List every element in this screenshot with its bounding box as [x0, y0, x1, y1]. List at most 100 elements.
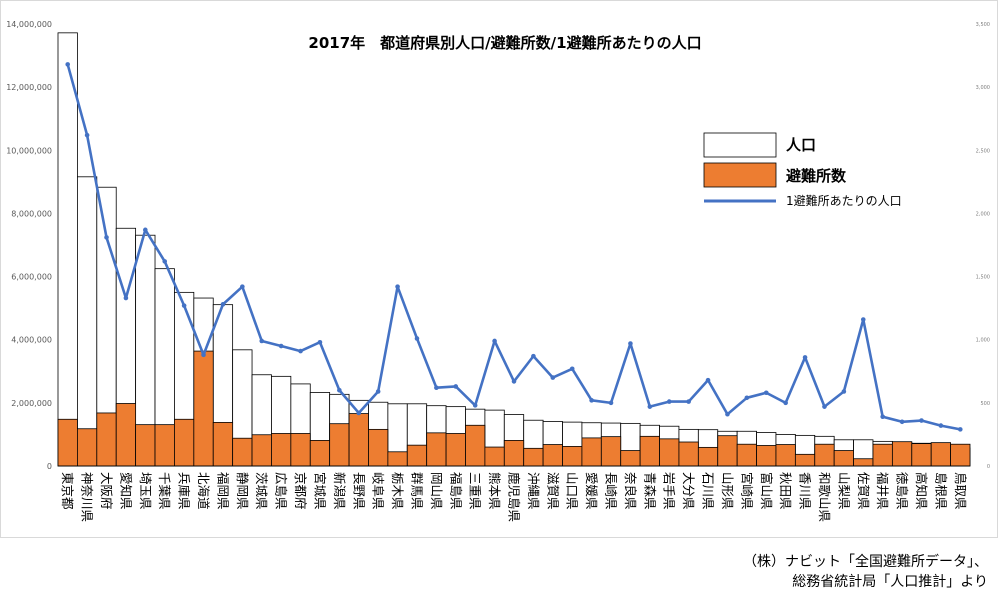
- per-shelter-point: [65, 62, 71, 67]
- category-label: 奈良県: [623, 472, 638, 510]
- left-tick-label: 2,000,000: [11, 399, 52, 408]
- category-label: 佐賀県: [856, 472, 871, 510]
- shelter-bar: [484, 446, 505, 467]
- shelter-bar: [154, 424, 175, 467]
- shelter-bar: [406, 444, 428, 467]
- left-axis: 0 2,000,000 4,000,000 6,000,000 8,000,000 10,…: [6, 20, 52, 471]
- per-shelter-point: [860, 317, 866, 322]
- category-label: 茨城県: [254, 472, 269, 510]
- bar-series: [57, 32, 971, 467]
- category-label: 大分県: [681, 472, 696, 510]
- per-shelter-point: [880, 414, 885, 420]
- right-tick-label: 1,500: [976, 275, 990, 281]
- shelter-bar: [814, 443, 835, 467]
- left-tick-label: 10,000,000: [6, 146, 52, 155]
- category-label: 神奈川県: [80, 472, 95, 522]
- shelter-bar: [736, 443, 757, 467]
- category-label: 長崎県: [604, 472, 619, 510]
- per-shelter-point: [278, 343, 284, 349]
- shelter-bar: [775, 444, 796, 467]
- per-shelter-point: [492, 338, 497, 344]
- left-tick-label: 8,000,000: [11, 209, 52, 218]
- chart-title: 2017年 都道府県別人口/避難所数/1避難所あたりの人口: [308, 34, 701, 52]
- source-line-2: 総務省統計局「人口推計」より: [792, 574, 988, 590]
- per-shelter-point: [356, 410, 362, 416]
- per-shelter-point: [414, 336, 420, 341]
- category-label: 青森県: [642, 472, 657, 510]
- per-shelter-point: [220, 302, 226, 307]
- category-label: 島根県: [933, 472, 948, 510]
- shelter-bar: [96, 412, 117, 467]
- category-label: 千葉県: [157, 472, 172, 510]
- per-shelter-point: [143, 227, 148, 233]
- shelter-bar: [678, 441, 699, 467]
- per-shelter-point: [802, 355, 808, 360]
- category-label: 宮城県: [312, 472, 327, 510]
- per-shelter-point: [317, 339, 323, 345]
- per-shelter-point: [725, 411, 730, 417]
- per-shelter-point: [744, 395, 750, 401]
- shelter-bar: [135, 424, 156, 467]
- shelter-bar: [251, 434, 272, 467]
- chart: 2017年 都道府県別人口/避難所数/1避難所あたりの人口 0 2,000,000…: [6, 20, 990, 522]
- category-label: 大阪府: [99, 472, 114, 510]
- category-label: 広島県: [274, 472, 289, 510]
- shelter-bar: [232, 437, 253, 467]
- right-tick-label: 500: [980, 401, 990, 407]
- per-shelter-point: [628, 341, 633, 346]
- per-shelter-point: [162, 259, 168, 264]
- shelter-bar: [717, 435, 738, 467]
- source-note: （株）ナビット「全国避難所データ」、 総務省統計局「人口推計」より: [743, 552, 988, 592]
- per-shelter-point: [608, 400, 614, 406]
- per-shelter-point: [434, 385, 439, 391]
- population-bar: [77, 176, 98, 467]
- category-label: 鹿児島県: [507, 472, 522, 522]
- per-shelter-point: [375, 389, 381, 394]
- left-tick-label: 6,000,000: [11, 273, 52, 282]
- per-shelter-point: [453, 384, 459, 389]
- per-shelter-point: [181, 303, 187, 308]
- legend-label-population: 人口: [786, 136, 816, 154]
- right-tick-label: 2,500: [976, 148, 990, 154]
- right-tick-label: 2,000: [976, 211, 990, 217]
- per-shelter-point: [240, 284, 245, 289]
- legend-label-per-shelter: 1避難所あたりの人口: [786, 193, 902, 208]
- category-label: 熊本県: [487, 472, 502, 510]
- shelter-bar: [853, 458, 874, 467]
- category-label: 富山県: [759, 472, 774, 510]
- right-tick-label: 3,000: [976, 85, 990, 91]
- shelter-bar: [174, 418, 195, 467]
- category-label: 静岡県: [235, 472, 250, 510]
- shelter-bar: [212, 422, 234, 467]
- shelter-bar: [77, 428, 98, 467]
- right-tick-label: 3,500: [976, 22, 990, 28]
- per-shelter-point: [705, 377, 711, 383]
- legend-swatch-shelters: [703, 162, 777, 188]
- shelter-bar: [523, 447, 544, 467]
- per-shelter-point: [472, 403, 478, 408]
- category-label: 香川県: [798, 472, 813, 510]
- per-shelter-point: [550, 375, 556, 380]
- category-label: 兵庫県: [177, 472, 192, 510]
- shelter-bar: [891, 441, 913, 467]
- shelter-bar: [756, 445, 777, 467]
- category-label: 宮崎県: [739, 472, 754, 510]
- left-tick-label: 14,000,000: [6, 20, 52, 29]
- shelter-bar: [193, 350, 214, 467]
- category-label: 三重県: [468, 472, 483, 510]
- per-shelter-point: [104, 235, 109, 240]
- shelter-bar: [368, 428, 389, 467]
- category-label: 群馬県: [409, 472, 424, 510]
- left-tick-label: 12,000,000: [6, 83, 52, 92]
- shelter-bar: [348, 413, 369, 467]
- category-label: 岩手県: [662, 472, 677, 510]
- per-shelter-point: [822, 404, 827, 409]
- per-shelter-point: [841, 389, 847, 394]
- category-label: 栃木県: [390, 472, 405, 510]
- category-label: 沖縄県: [526, 472, 541, 510]
- category-labels: 東京都 神奈川県 大阪府 愛知県 埼玉県 千葉県 兵庫県 北海道 福岡県 静岡県 茨城県 広島県 京都府…: [60, 472, 968, 522]
- shelter-bar: [290, 433, 311, 467]
- category-label: 高知県: [914, 472, 929, 510]
- category-label: 鳥取県: [953, 472, 968, 510]
- category-label: 新潟県: [332, 472, 347, 510]
